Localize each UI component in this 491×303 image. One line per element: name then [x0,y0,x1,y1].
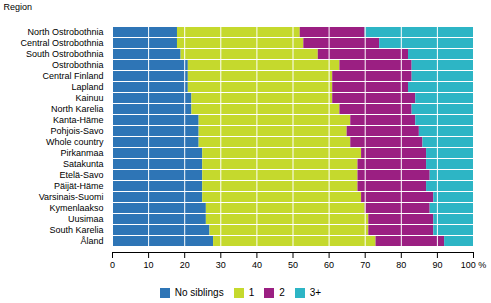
svg-text:Lapland: Lapland [71,82,103,92]
svg-text:0: 0 [110,260,115,270]
svg-text:Central Ostrobothnia: Central Ostrobothnia [20,38,103,48]
html-text:1: 1 [248,287,255,298]
svg-text:Whole country: Whole country [46,137,104,147]
svg-text:North Ostrobothnia: North Ostrobothnia [27,27,103,37]
svg-text:100 %: 100 % [461,260,487,270]
svg-text:Uusimaa: Uusimaa [68,214,104,224]
svg-text:North Karelia: North Karelia [51,104,104,114]
svg-text:Ostrobothnia: Ostrobothnia [52,60,104,70]
svg-text:Central Finland: Central Finland [42,71,103,81]
svg-text:Åland: Åland [80,236,103,246]
html-text:3+: 3+ [309,287,322,298]
svg-text:10: 10 [144,260,154,270]
svg-text:Satakunta: Satakunta [63,159,104,169]
svg-text:Pirkanmaa: Pirkanmaa [60,148,103,158]
svg-text:Kanta-Häme: Kanta-Häme [53,115,104,125]
svg-text:90: 90 [432,260,442,270]
svg-text:30: 30 [216,260,226,270]
html-text:2: 2 [279,287,285,298]
svg-text:50: 50 [288,260,298,270]
svg-text:Päijät-Häme: Päijät-Häme [54,181,104,191]
svg-text:South Ostrobothnia: South Ostrobothnia [26,49,104,59]
svg-text:Etelä-Savo: Etelä-Savo [59,170,103,180]
svg-text:Pohjois-Savo: Pohjois-Savo [50,126,103,136]
svg-text:20: 20 [180,260,190,270]
svg-text:40: 40 [252,260,262,270]
svg-text:80: 80 [396,260,406,270]
svg-text:Region: Region [4,2,33,12]
svg-text:60: 60 [324,260,334,270]
svg-text:Varsinais-Suomi: Varsinais-Suomi [39,192,104,202]
html-text:No siblings: No siblings [174,287,224,298]
svg-text:Kainuu: Kainuu [75,93,103,103]
svg-text:Kymenlaakso: Kymenlaakso [49,203,103,213]
svg-text:70: 70 [360,260,370,270]
svg-text:South Karelia: South Karelia [49,225,103,235]
